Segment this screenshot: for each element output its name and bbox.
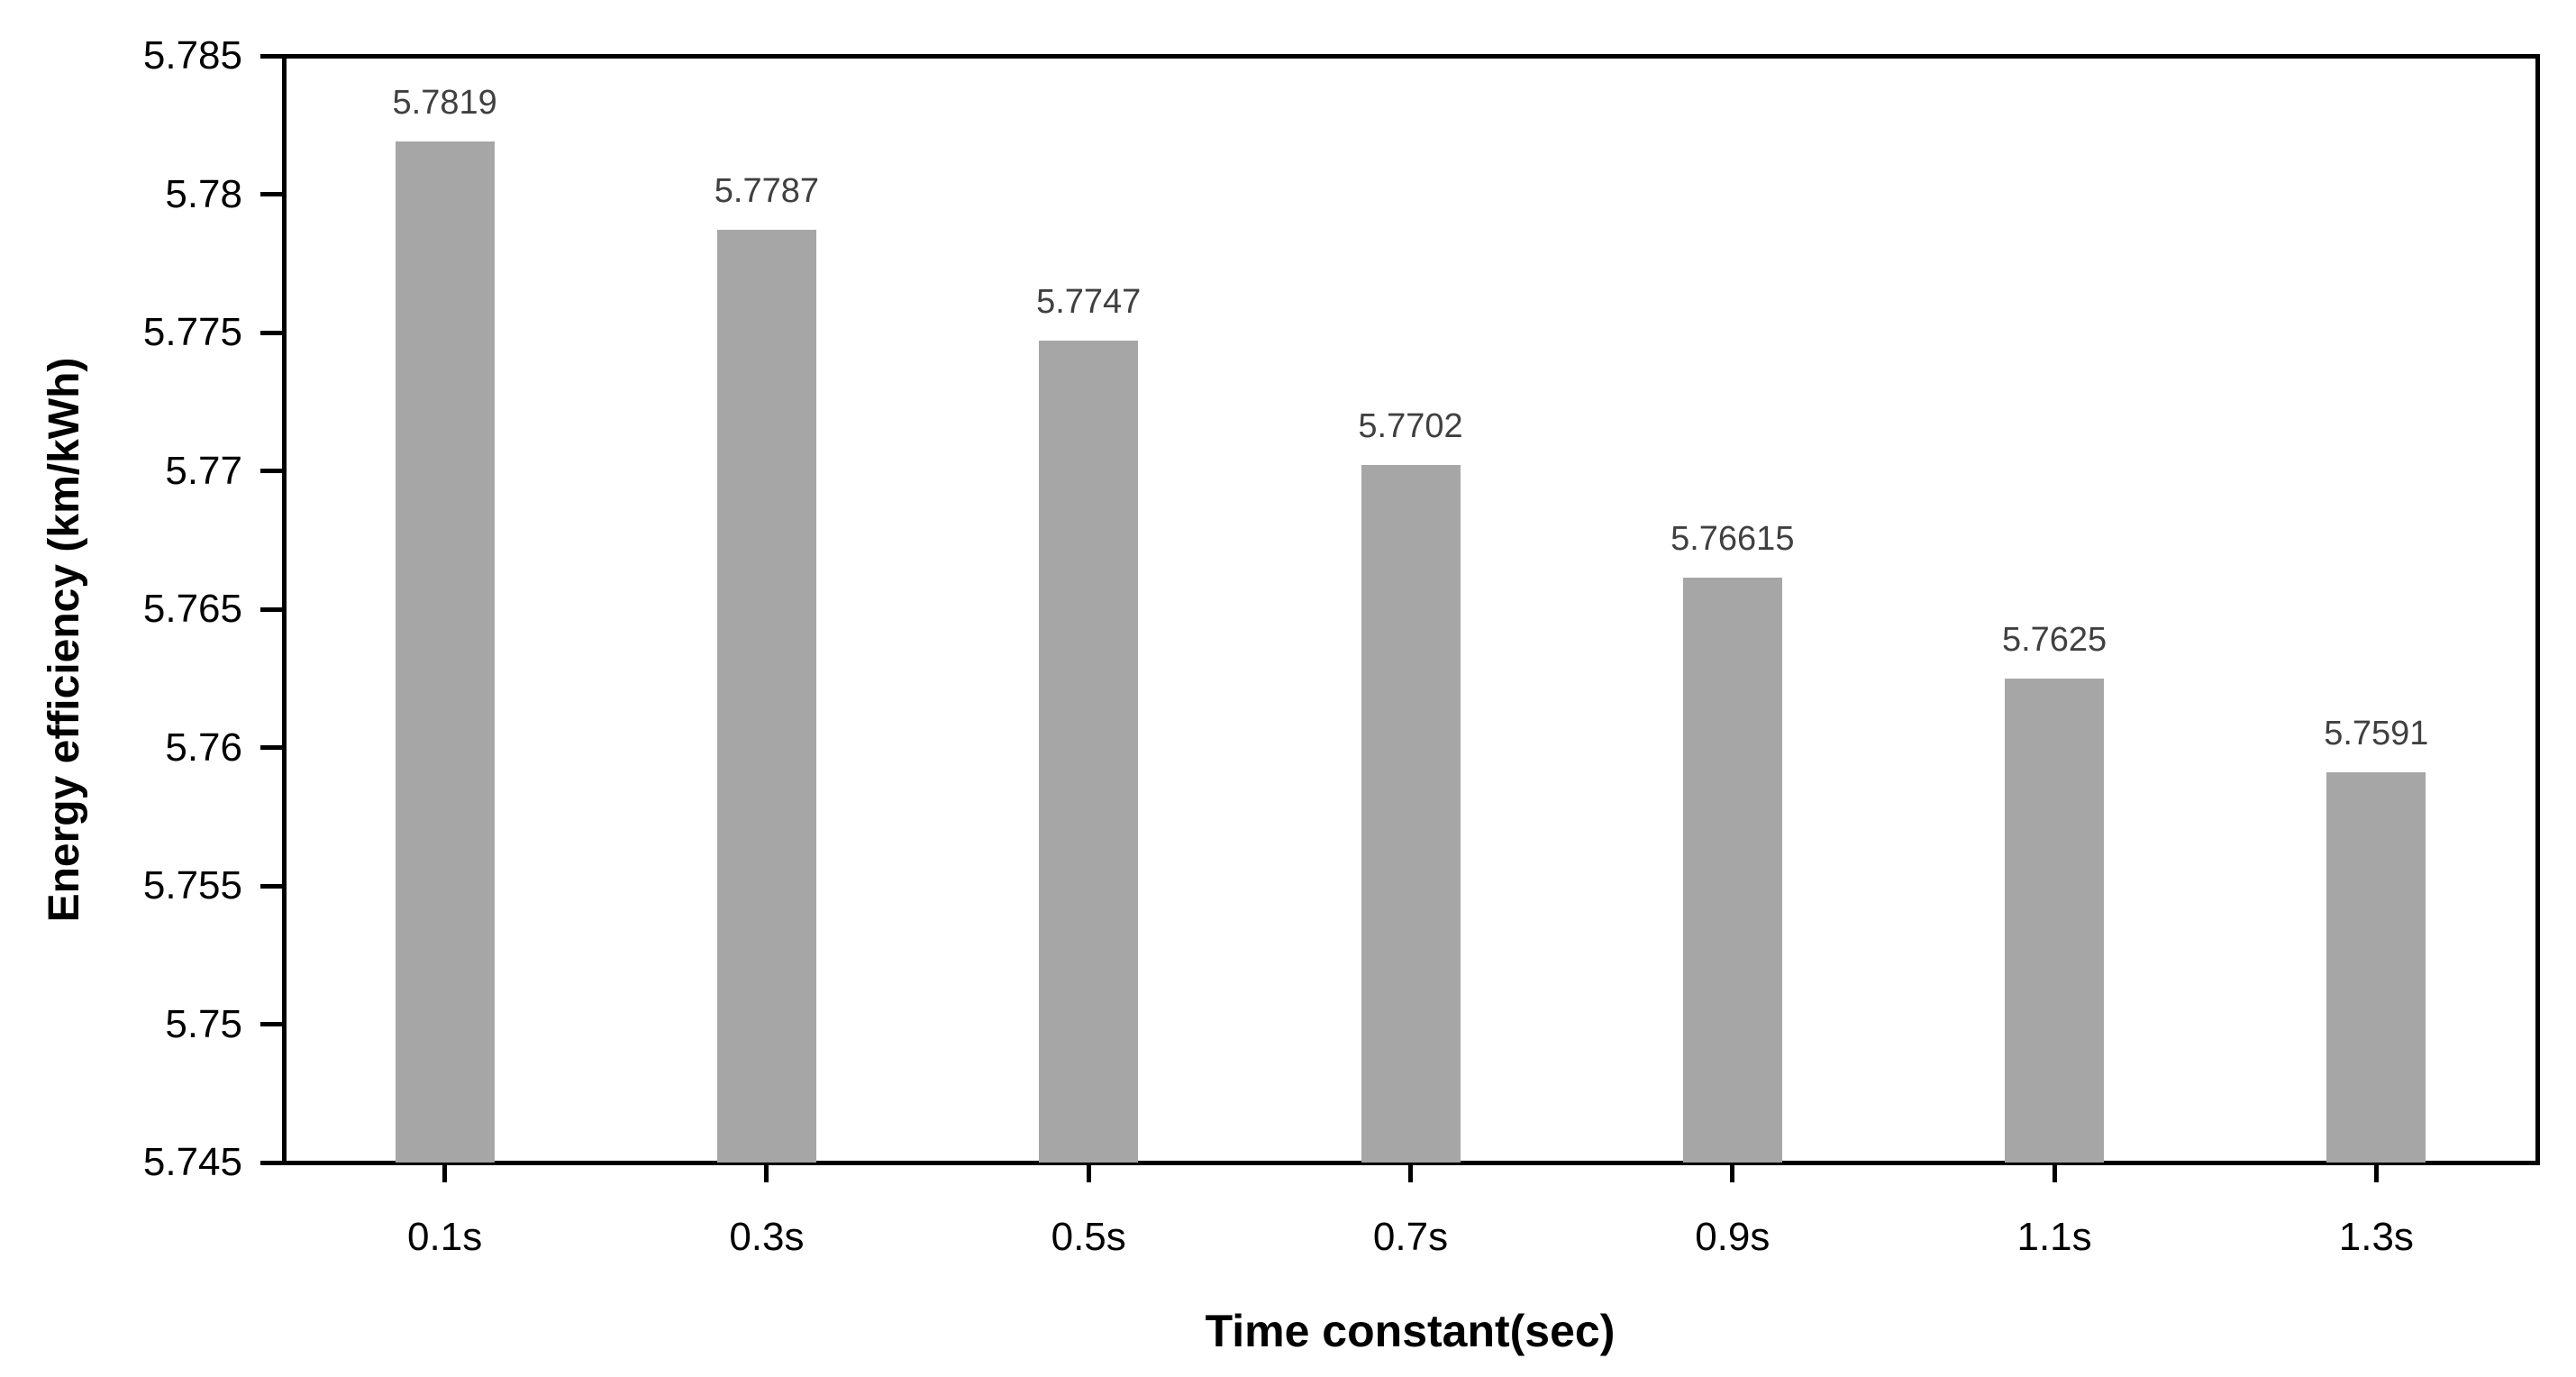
bar <box>1039 341 1139 1163</box>
x-axis-tick-label: 1.3s <box>2338 1215 2414 1259</box>
y-axis-tick <box>260 1022 284 1026</box>
x-axis-tick-label: 0.9s <box>1695 1215 1770 1259</box>
x-axis-tick <box>442 1163 448 1182</box>
plot-border-right <box>2535 53 2540 1165</box>
bar-value-label: 5.7747 <box>1036 283 1142 322</box>
x-axis-tick-label: 0.5s <box>1051 1215 1126 1259</box>
y-axis-tick-label: 5.775 <box>142 310 242 354</box>
y-axis-tick <box>260 53 284 59</box>
y-axis-tick <box>260 469 284 473</box>
bar-value-label: 5.7625 <box>2001 620 2107 659</box>
y-axis-tick <box>260 330 284 335</box>
y-axis-tick-label: 5.77 <box>165 448 242 493</box>
y-axis-line <box>281 53 287 1165</box>
bar-value-label: 5.76615 <box>1670 519 1795 558</box>
bar-value-label: 5.7819 <box>392 84 497 123</box>
x-axis-tick-label: 0.3s <box>729 1215 805 1259</box>
x-axis-tick <box>2052 1163 2057 1182</box>
bar <box>2005 678 2105 1163</box>
x-axis-tick-label: 1.1s <box>2016 1215 2092 1259</box>
bar <box>395 141 495 1163</box>
x-axis-tick-label: 0.7s <box>1372 1215 1449 1259</box>
x-axis-title: Time constant(sec) <box>1205 1306 1616 1356</box>
x-axis-tick <box>1086 1163 1091 1182</box>
y-axis-tick-label: 5.76 <box>165 725 242 770</box>
bar <box>716 230 816 1163</box>
y-axis-tick-label: 5.785 <box>142 33 242 78</box>
y-axis-tick <box>260 883 284 889</box>
y-axis-tick-label: 5.765 <box>142 587 242 631</box>
y-axis-tick <box>260 606 284 612</box>
bar-value-label: 5.7787 <box>714 172 820 211</box>
x-axis-tick <box>1408 1163 1413 1182</box>
x-axis-tick-label: 0.1s <box>407 1215 483 1259</box>
y-axis-tick <box>260 1160 284 1165</box>
bar <box>1682 577 1782 1163</box>
y-axis-tick <box>260 192 284 196</box>
bar-value-label: 5.7591 <box>2324 715 2429 753</box>
bar <box>1361 465 1461 1163</box>
y-axis-tick-label: 5.745 <box>142 1140 242 1184</box>
y-axis-tick-label: 5.78 <box>165 171 242 216</box>
y-axis-tick <box>260 745 284 750</box>
y-axis-tick-label: 5.75 <box>165 1001 242 1046</box>
bar-value-label: 5.7702 <box>1358 407 1463 446</box>
bar <box>2326 772 2426 1163</box>
x-axis-tick <box>2373 1163 2379 1182</box>
x-axis-tick <box>764 1163 769 1182</box>
x-axis-tick <box>1730 1163 1735 1182</box>
plot-border-top <box>281 53 2540 59</box>
y-axis-tick-label: 5.755 <box>142 863 242 907</box>
